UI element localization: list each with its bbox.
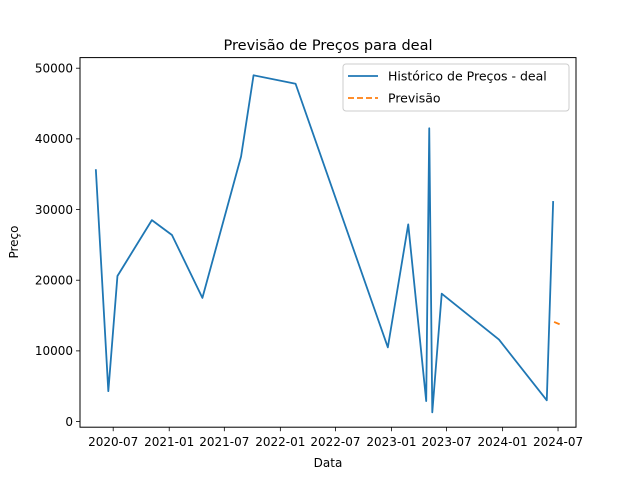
y-tick-label: 0 — [65, 415, 73, 429]
axes-frame — [79, 57, 577, 428]
plot-area: 2020-07 2021-01 2021-07 2022-01 2022-07 2023-… — [35, 57, 583, 450]
x-tick-label: 2021-01 — [144, 435, 194, 449]
y-tick-label: 50000 — [35, 62, 73, 76]
series-line-1 — [553, 321, 562, 326]
legend: Histórico de Preços - deal Previsão — [342, 63, 570, 112]
x-axis-label: Data — [314, 456, 343, 470]
x-tick-label: 2021-07 — [199, 435, 249, 449]
x-tick-label: 2023-01 — [366, 435, 416, 449]
y-tick-label: 10000 — [35, 344, 73, 358]
x-tick-label: 2024-07 — [533, 435, 583, 449]
legend-label-previsao: Previsão — [388, 91, 441, 106]
y-tick-label: 30000 — [35, 203, 73, 217]
ticks-layer: 2020-07 2021-01 2021-07 2022-01 2022-07 2023-… — [35, 62, 583, 450]
y-axis-label: Preço — [7, 225, 21, 258]
x-tick-label: 2024-01 — [478, 435, 528, 449]
x-tick-label: 2022-07 — [310, 435, 360, 449]
x-tick-label: 2022-01 — [255, 435, 305, 449]
chart-title: Previsão de Preços para deal — [224, 38, 433, 54]
series-layer — [94, 74, 562, 414]
y-tick-label: 20000 — [35, 274, 73, 288]
legend-label-historico: Histórico de Preços - deal — [388, 69, 547, 84]
series-line-0 — [94, 74, 555, 414]
x-tick-label: 2020-07 — [88, 435, 138, 449]
y-tick-label: 40000 — [35, 132, 73, 146]
x-tick-label: 2023-07 — [422, 435, 472, 449]
legend-box — [342, 63, 570, 112]
